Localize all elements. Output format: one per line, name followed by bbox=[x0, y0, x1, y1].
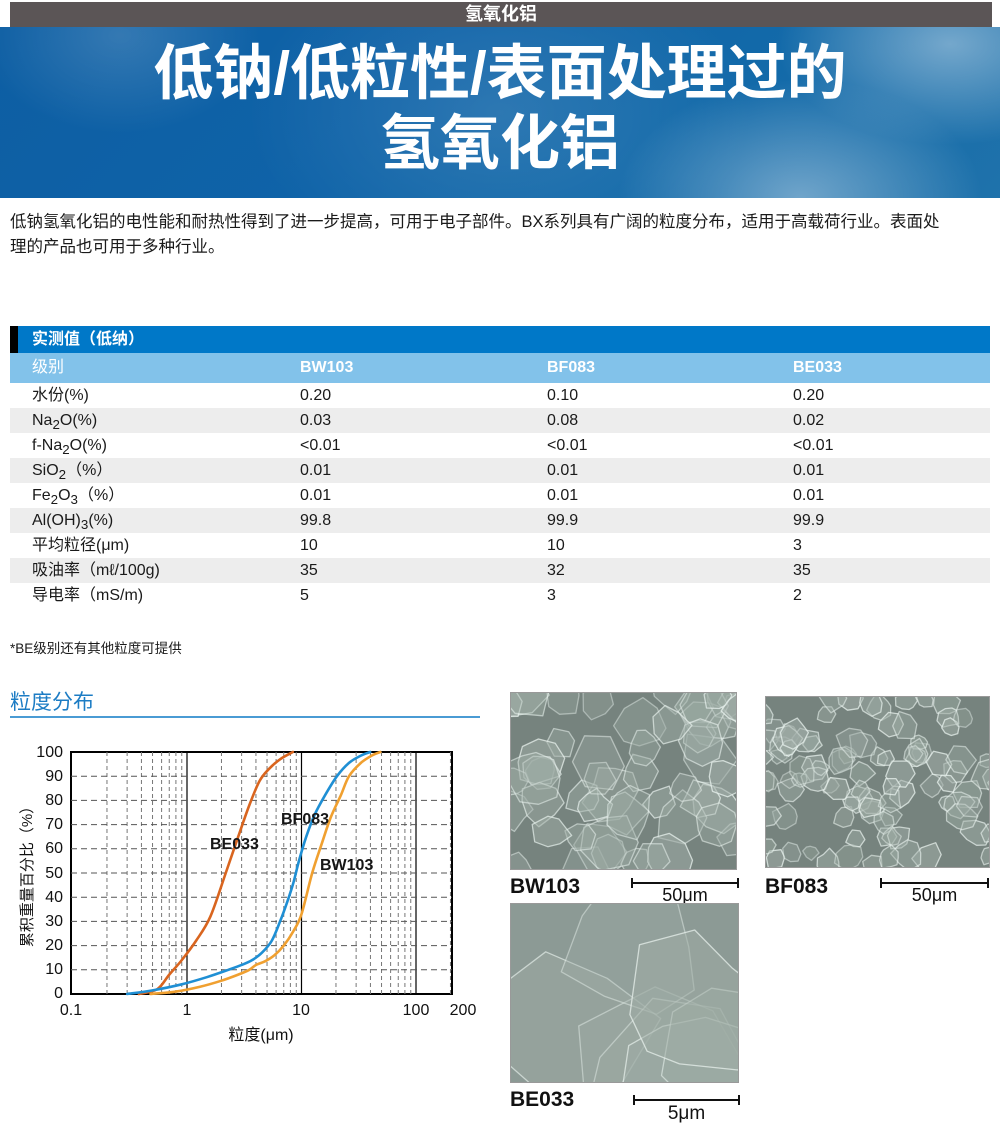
svg-text:50: 50 bbox=[45, 865, 63, 882]
svg-text:0: 0 bbox=[54, 985, 63, 1002]
svg-text:90: 90 bbox=[45, 768, 63, 785]
svg-text:10: 10 bbox=[45, 961, 63, 978]
svg-text:0.1: 0.1 bbox=[60, 1002, 82, 1019]
svg-text:60: 60 bbox=[45, 840, 63, 857]
svg-text:40: 40 bbox=[45, 889, 63, 906]
svg-text:粒度(μm): 粒度(μm) bbox=[228, 1026, 293, 1044]
svg-text:200: 200 bbox=[450, 1002, 477, 1019]
svg-text:30: 30 bbox=[45, 913, 63, 930]
svg-text:BW103: BW103 bbox=[320, 857, 373, 874]
svg-text:1: 1 bbox=[183, 1002, 192, 1019]
svg-text:BF083: BF083 bbox=[281, 811, 329, 828]
svg-text:BE033: BE033 bbox=[210, 836, 259, 853]
svg-text:80: 80 bbox=[45, 792, 63, 809]
svg-text:10: 10 bbox=[292, 1002, 310, 1019]
svg-text:70: 70 bbox=[45, 816, 63, 833]
svg-text:100: 100 bbox=[36, 744, 63, 761]
svg-text:累积重量百分比（%）: 累积重量百分比（%） bbox=[19, 799, 36, 947]
svg-text:100: 100 bbox=[403, 1002, 430, 1019]
svg-text:20: 20 bbox=[45, 937, 63, 954]
